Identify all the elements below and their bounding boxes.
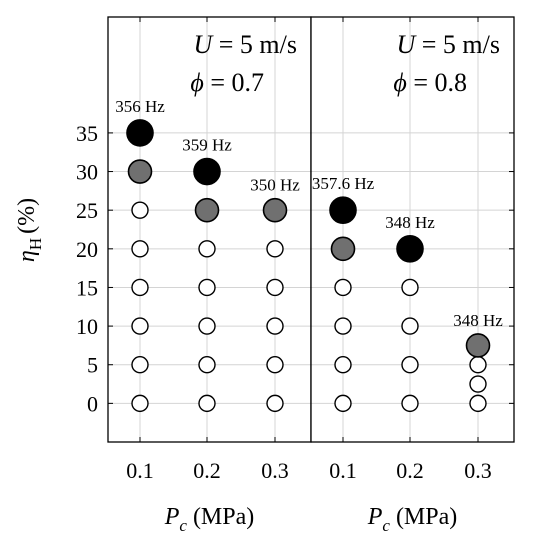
data-point-stable xyxy=(198,356,216,374)
data-point-unstable xyxy=(396,235,424,263)
data-point-stable xyxy=(131,201,149,219)
annotation-phi-value: = 0.8 xyxy=(407,68,467,97)
data-point-intermittent xyxy=(330,236,356,262)
y-tick-label: 0 xyxy=(87,391,98,416)
panel-phi-0.7: 0.1 0.2 0.3 Pc (MPa) U = 5 m/s ϕ = 0.7 356 Hz 35… xyxy=(107,16,312,535)
data-point-stable xyxy=(334,278,352,297)
x-axis-symbol: P xyxy=(367,504,383,530)
x-axis-title: Pc (MPa) xyxy=(367,504,458,535)
y-axis-title: ηH (%) xyxy=(14,198,45,262)
y-tick-label: 5 xyxy=(87,353,98,378)
y-axis-symbol: η xyxy=(14,250,40,262)
frequency-label: 350 Hz xyxy=(250,176,300,195)
data-point-intermittent xyxy=(127,159,153,184)
data-point-stable xyxy=(401,356,419,374)
x-tick-label: 0.2 xyxy=(396,458,424,483)
data-point-stable xyxy=(198,240,216,258)
data-point-stable xyxy=(131,278,149,297)
data-point-stable xyxy=(401,317,419,335)
data-point-stable xyxy=(266,278,284,297)
y-axis-unit: (%) xyxy=(14,198,40,234)
x-axis-subscript: c xyxy=(382,516,390,535)
y-tick-label: 10 xyxy=(76,314,98,339)
data-point-stable xyxy=(334,394,352,413)
x-axis-subscript: c xyxy=(179,516,187,535)
data-point-stable xyxy=(334,317,352,335)
y-tick-label: 25 xyxy=(76,198,98,223)
y-tick-label: 20 xyxy=(76,237,98,262)
annotation-phi-value: = 0.7 xyxy=(204,68,264,97)
data-point-stable xyxy=(266,356,284,374)
y-tick-label: 35 xyxy=(76,121,98,146)
y-tick-label: 15 xyxy=(76,275,98,300)
panel-phi-0.8: 0.1 0.2 0.3 Pc (MPa) U = 5 m/s ϕ = 0.8 357.6 Hz… xyxy=(310,16,515,535)
data-point-intermittent xyxy=(262,197,288,223)
frequency-label: 359 Hz xyxy=(182,136,232,155)
annotation-velocity-value: = 5 m/s xyxy=(212,30,297,59)
data-point-unstable xyxy=(126,119,154,147)
annotation-velocity-value: = 5 m/s xyxy=(415,30,500,59)
data-point-intermittent xyxy=(465,333,491,358)
x-tick-label: 0.2 xyxy=(193,458,221,483)
data-point-stable xyxy=(198,317,216,335)
data-point-stable xyxy=(266,240,284,258)
x-tick-label: 0.1 xyxy=(329,458,357,483)
data-point-stable xyxy=(401,278,419,297)
data-point-stable xyxy=(266,394,284,413)
data-point-stable xyxy=(131,240,149,258)
x-tick-label: 0.3 xyxy=(261,458,289,483)
x-axis-unit: (MPa) xyxy=(193,504,254,530)
data-point-stable xyxy=(469,356,487,374)
data-point-stable xyxy=(198,278,216,297)
x-axis-title: Pc (MPa) xyxy=(164,504,255,535)
data-point-stable xyxy=(131,356,149,374)
annotation-velocity: U = 5 m/s xyxy=(193,30,297,59)
data-point-unstable xyxy=(193,157,221,186)
annotation-velocity-symbol: U xyxy=(396,30,417,59)
annotation-equivalence-ratio: ϕ = 0.7 xyxy=(190,68,264,97)
y-axis-subscript: H xyxy=(26,238,45,250)
x-tick-label: 0.1 xyxy=(126,458,154,483)
data-point-stable xyxy=(131,317,149,335)
frequency-label: 348 Hz xyxy=(453,311,503,330)
annotation-velocity-symbol: U xyxy=(193,30,214,59)
plot-frame xyxy=(310,16,515,443)
frequency-label: 356 Hz xyxy=(115,97,165,116)
x-axis-unit: (MPa) xyxy=(396,504,457,530)
data-point-stable xyxy=(198,394,216,413)
frequency-label: 357.6 Hz xyxy=(312,174,375,193)
x-tick-label: 0.3 xyxy=(464,458,492,483)
data-point-stable xyxy=(266,317,284,335)
y-tick-label: 30 xyxy=(76,160,98,185)
frequency-label: 348 Hz xyxy=(385,213,435,232)
y-axis: 0 5 10 15 20 25 30 35 ηH (%) xyxy=(14,121,514,416)
data-point-unstable xyxy=(329,196,357,224)
data-point-intermittent xyxy=(194,197,220,223)
annotation-velocity: U = 5 m/s xyxy=(396,30,500,59)
annotation-equivalence-ratio: ϕ = 0.8 xyxy=(393,68,467,97)
x-axis-symbol: P xyxy=(164,504,180,530)
data-point-stable xyxy=(469,394,487,413)
data-point-stable xyxy=(469,375,487,393)
data-point-stable xyxy=(401,394,419,413)
annotation-phi-symbol: ϕ xyxy=(393,68,406,97)
data-point-stable xyxy=(334,356,352,374)
data-point-stable xyxy=(131,394,149,413)
annotation-phi-symbol: ϕ xyxy=(190,68,203,97)
